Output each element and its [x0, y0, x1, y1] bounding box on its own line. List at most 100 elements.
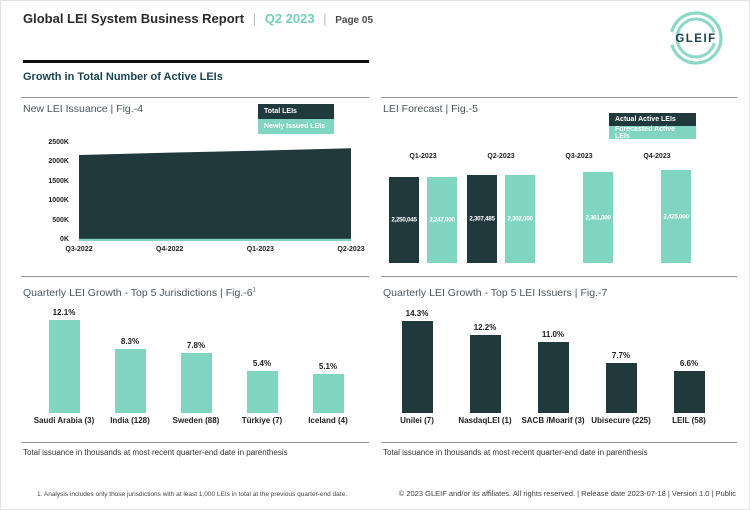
report-header: Global LEI System Business Report | Q2 2…: [23, 11, 373, 26]
fig5-category-label: Q3-2023: [565, 153, 593, 160]
gleif-logo: GLEIF: [655, 7, 737, 74]
x-tick-label: Q1-2023: [246, 246, 274, 253]
bar: [673, 371, 705, 413]
category-label: Türkiye (7): [241, 416, 283, 425]
bar-value-label: 6.6%: [679, 359, 699, 368]
bar-slot: 12.2%: [451, 301, 519, 413]
bar: [246, 371, 278, 413]
legend-item-total-leis: Total LEIs: [258, 104, 334, 119]
bar-value-label: 12.1%: [52, 308, 76, 317]
footnote: 1. Analysis includes only those jurisdic…: [37, 491, 348, 498]
bar-value-label: 11.0%: [541, 330, 565, 339]
fig5-legend: Actual Active LEIs Forecasted Active LEI…: [609, 113, 696, 140]
fig4-x-axis: Q3-2022 Q4-2022 Q1-2023 Q2-2023: [65, 246, 364, 256]
bar-value-label: 5.4%: [252, 359, 272, 368]
category-label: India (128): [110, 416, 150, 425]
fig6-category-labels: Saudi Arabia (3) India (128) Sweden (88) Tü…: [31, 416, 361, 425]
total-leis-area: [79, 148, 351, 241]
actual-bar: 2,250,045: [389, 177, 419, 263]
bar-slot: 8.3%: [97, 301, 163, 413]
bar: [48, 320, 80, 413]
bar-slot: 6.6%: [655, 301, 723, 413]
bar-value-label: 2,361,000: [585, 214, 611, 221]
fig7-bar-chart: 14.3% 12.2% 11.0% 7.7% 6.6%: [383, 301, 723, 413]
y-tick-label: 500K: [52, 216, 69, 224]
bar: [605, 363, 637, 413]
fig4-legend: Total LEIs Newly Issued LEIs: [258, 104, 334, 134]
forecast-bar: 2,361,000: [583, 172, 613, 263]
fig5-title: LEI Forecast | Fig.-5: [383, 103, 478, 115]
category-label: Ubisecure (225): [591, 416, 651, 425]
category-label: Saudi Arabia (3): [33, 416, 95, 425]
category-label: SACB /Moarif (3): [521, 416, 585, 425]
forecast-group: 2,250,045 2,247,000: [384, 166, 462, 263]
y-tick-label: 2500K: [48, 139, 69, 146]
bar-value-label: 12.2%: [473, 323, 497, 332]
bar: [401, 321, 433, 413]
bar-value-label: 5.1%: [318, 362, 338, 371]
fig6-note: Total issuance in thousands at most rece…: [23, 448, 288, 457]
report-period: Q2 2023: [264, 11, 315, 26]
bar: [469, 335, 501, 413]
fig5-category-label: Q1-2023: [409, 153, 437, 160]
newly-issued-leis-strip: [79, 238, 351, 241]
y-tick-label: 1000K: [48, 197, 69, 205]
actual-bar: 2,307,485: [467, 175, 497, 263]
bar-value-label: 14.3%: [405, 309, 429, 318]
bar: [114, 349, 146, 413]
forecast-bar: 2,425,000: [661, 170, 691, 263]
fig4-title: New LEI Issuance | Fig.-4: [23, 103, 144, 115]
section-heading: Growth in Total Number of Active LEIs: [23, 71, 223, 83]
fig7-category-labels: Unilei (7) NasdaqLEI (1) SACB /Moarif (3) U…: [383, 416, 723, 425]
fig5-category-label: Q4-2023: [643, 153, 671, 160]
bar-value-label: 2,425,000: [663, 213, 689, 220]
bar-slot: 12.1%: [31, 301, 97, 413]
panel-divider: [381, 442, 737, 443]
panel-divider: [381, 97, 737, 98]
fig6-title-superscript: 1: [252, 287, 256, 294]
copyright: © 2023 GLEIF and/or its affiliates. All …: [398, 489, 736, 498]
bar-slot: 11.0%: [519, 301, 587, 413]
category-label: NasdaqLEI (1): [458, 416, 512, 425]
bar-slot: 5.1%: [295, 301, 361, 413]
gleif-logo-text: GLEIF: [675, 33, 716, 45]
panel-divider: [381, 276, 737, 277]
separator: |: [323, 11, 327, 26]
bar: [312, 374, 344, 413]
fig6-title: Quarterly LEI Growth - Top 5 Jurisdictio…: [23, 287, 256, 299]
page-number: Page 05: [335, 15, 374, 26]
fig6-bar-chart: 12.1% 8.3% 7.8% 5.4% 5.1%: [31, 301, 361, 413]
y-tick-label: 2000K: [48, 158, 69, 166]
fig5-category-labels: Q1-2023 Q2-2023 Q3-2023 Q4-2023: [384, 153, 696, 160]
bar-slot: 7.7%: [587, 301, 655, 413]
legend-item-actual-active-leis: Actual Active LEIs: [609, 113, 696, 126]
bar-value-label: 2,307,485: [469, 215, 495, 223]
category-label: Iceland (4): [308, 416, 348, 425]
fig5-category-label: Q2-2023: [487, 153, 515, 160]
category-label: LEIL (58): [672, 416, 706, 425]
category-label: Sweden (88): [172, 416, 220, 425]
fig6-title-text: Quarterly LEI Growth - Top 5 Jurisdictio…: [23, 287, 253, 299]
fig7-title: Quarterly LEI Growth - Top 5 LEI Issuers…: [383, 287, 608, 299]
forecast-bar: 2,247,000: [427, 177, 457, 263]
forecast-group: 2,361,000: [540, 166, 618, 263]
panel-divider: [21, 97, 369, 98]
panel-divider: [21, 276, 369, 277]
forecast-group: 2,425,000: [618, 166, 696, 263]
y-tick-label: 1500K: [48, 177, 69, 185]
x-tick-label: Q3-2022: [65, 246, 93, 253]
x-tick-label: Q4-2022: [156, 246, 184, 253]
y-tick-label: 0K: [60, 235, 69, 243]
bar: [537, 342, 569, 413]
report-title: Global LEI System Business Report: [23, 11, 245, 26]
x-tick-label: Q2-2023: [337, 246, 365, 253]
bar-value-label: 7.8%: [186, 341, 206, 350]
bar-value-label: 7.7%: [611, 351, 631, 360]
bar: [180, 353, 212, 413]
bar-slot: 5.4%: [229, 301, 295, 413]
fig4-area-chart: [79, 148, 351, 241]
forecast-bar: 2,302,000: [505, 175, 535, 263]
bar-slot: 7.8%: [163, 301, 229, 413]
bar-value-label: 8.3%: [120, 337, 140, 346]
